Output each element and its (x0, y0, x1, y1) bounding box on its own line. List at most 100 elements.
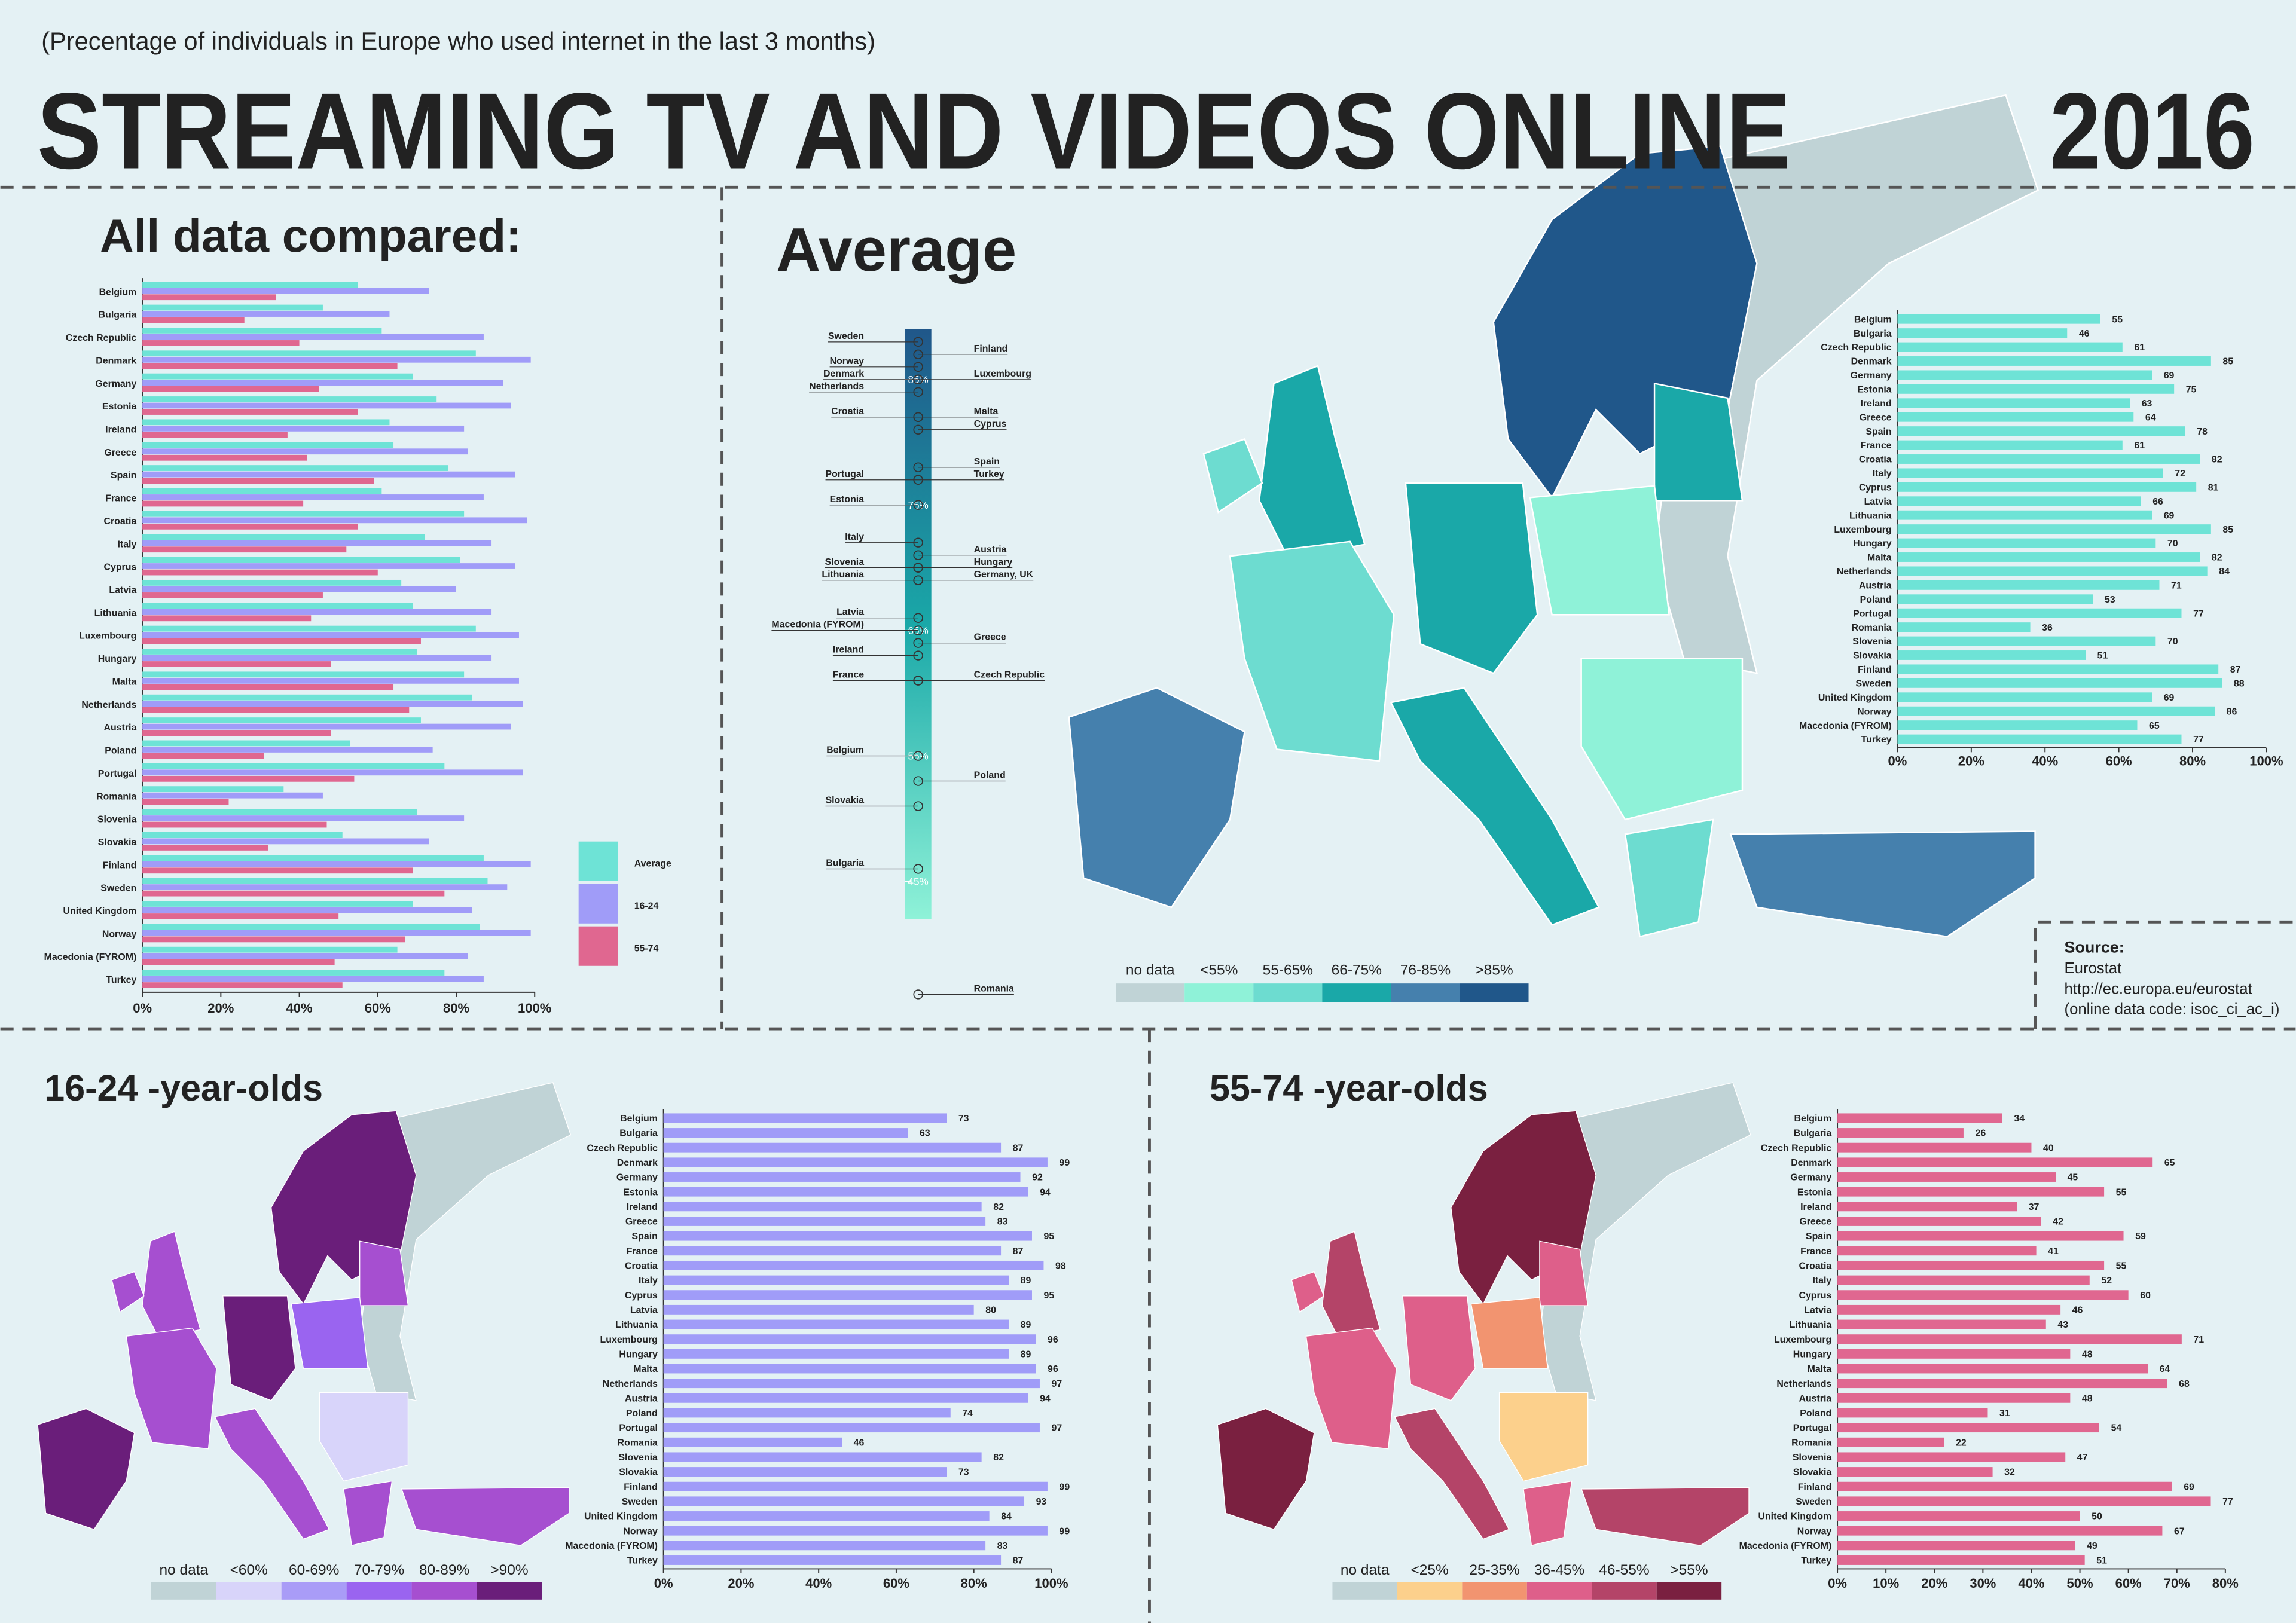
data-label: 87 (1013, 1246, 1024, 1257)
legend-swatch (1322, 983, 1391, 1002)
dot-label: Finland (974, 344, 1008, 354)
dot (913, 751, 923, 761)
bar (142, 694, 472, 701)
bar (142, 563, 515, 569)
x-tick-label: 10% (1873, 1576, 1899, 1591)
y-tick-label: Romania (1851, 623, 1891, 633)
bar (1837, 1452, 2066, 1462)
data-label: 70 (2167, 637, 2178, 647)
bar (1837, 1526, 2163, 1536)
country-shape (1470, 1297, 1549, 1369)
y-tick-label: Norway (1797, 1526, 1832, 1536)
x-tick-label: 0% (1888, 753, 1907, 768)
country-shape (1321, 1231, 1381, 1338)
bar (142, 625, 476, 632)
y-tick-label: Denmark (1791, 1158, 1831, 1168)
legend-swatch (1462, 1582, 1527, 1600)
y-tick-label: Greece (104, 448, 136, 458)
bar (663, 1246, 1002, 1256)
y-tick-label: Austria (625, 1393, 658, 1404)
country-shape (359, 1240, 409, 1306)
bar (142, 454, 307, 461)
bar (1837, 1304, 2061, 1315)
legend-label: no data (1126, 962, 1175, 978)
legend-swatch (346, 1582, 412, 1600)
data-label: 89 (1021, 1320, 1031, 1330)
dot (913, 424, 923, 435)
legend-label: 36-45% (1534, 1562, 1584, 1578)
dot (913, 475, 923, 485)
country-shape (1580, 658, 1744, 821)
y-tick-label: Belgium (1794, 1114, 1832, 1124)
data-label: 49 (2087, 1541, 2097, 1551)
bar (1837, 1467, 1993, 1477)
y-tick-label: Malta (112, 677, 137, 687)
bar (142, 425, 465, 432)
country-shape (1305, 1327, 1397, 1450)
y-tick-label: Bulgaria (1794, 1129, 1832, 1139)
y-tick-label: Portugal (98, 769, 137, 779)
bar (142, 717, 421, 723)
bar (142, 638, 421, 644)
bar (663, 1187, 1028, 1197)
bar (663, 1423, 1040, 1433)
bar (142, 838, 429, 845)
country-shape (1291, 1271, 1324, 1313)
y-tick-label: Slovakia (619, 1468, 658, 1478)
bar (1897, 482, 2197, 492)
data-label: 36 (2042, 623, 2053, 633)
y-tick-label: Slovakia (98, 838, 137, 848)
legend-label: 80-89% (419, 1562, 469, 1578)
bar (1897, 734, 2182, 744)
data-label: 69 (2164, 371, 2175, 381)
y-tick-label: Malta (1867, 553, 1892, 563)
country-shape (319, 1392, 409, 1482)
source-line: Eurostat (2065, 960, 2122, 977)
bar (1837, 1408, 1988, 1418)
bar (1897, 692, 2152, 702)
data-label: 87 (1013, 1556, 1024, 1566)
chart-title: Average (776, 215, 1016, 284)
y-tick-label: Turkey (627, 1556, 658, 1566)
data-label: 64 (2145, 412, 2156, 423)
legend-label: >55% (1670, 1562, 1708, 1578)
country-shape (1405, 482, 1538, 674)
data-label: 94 (1040, 1393, 1051, 1404)
y-tick-label: Romania (96, 791, 136, 802)
bar (142, 907, 472, 913)
y-tick-label: Macedonia (FYROM) (1799, 721, 1892, 731)
data-label: 82 (2212, 455, 2222, 465)
legend-label: 60-69% (289, 1562, 339, 1578)
dot (913, 500, 923, 510)
y-tick-label: France (105, 494, 136, 504)
data-label: 22 (1956, 1438, 1967, 1448)
country-shape (1394, 1408, 1510, 1540)
legend-swatch (1526, 1582, 1592, 1600)
y-tick-label: Greece (1860, 412, 1892, 423)
dot (913, 776, 923, 786)
y-tick-label: Latvia (1864, 497, 1892, 507)
bar (142, 356, 531, 363)
y-tick-label: Sweden (1796, 1497, 1831, 1507)
dot-label: Czech Republic (974, 670, 1045, 680)
bar (142, 671, 465, 678)
data-label: 83 (997, 1217, 1008, 1227)
bar (1897, 650, 2086, 660)
y-tick-label: Portugal (1853, 609, 1892, 619)
y-tick-label: Poland (105, 746, 136, 756)
data-label: 87 (2230, 665, 2241, 675)
y-tick-label: Slovakia (1793, 1468, 1832, 1478)
legend-label: 55-65% (1263, 962, 1313, 978)
bar (142, 448, 468, 455)
y-tick-label: Hungary (98, 654, 137, 664)
data-label: 68 (2179, 1379, 2190, 1389)
chart-title: All data compared: (100, 209, 521, 262)
bar (1837, 1113, 2002, 1123)
dot-label: Slovenia (825, 557, 865, 567)
data-label: 46 (2072, 1306, 2083, 1316)
data-label: 65 (2149, 721, 2160, 731)
y-tick-label: Hungary (619, 1349, 658, 1359)
bar (142, 471, 515, 478)
bar (663, 1157, 1048, 1167)
bar (142, 334, 484, 340)
